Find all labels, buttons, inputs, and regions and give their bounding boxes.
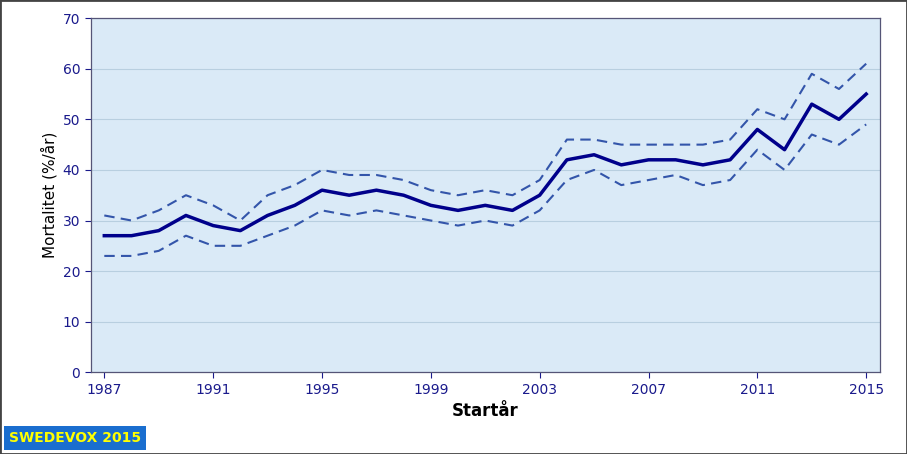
Y-axis label: Mortalitet (%/år): Mortalitet (%/år)	[41, 132, 57, 258]
Text: SWEDEVOX 2015: SWEDEVOX 2015	[9, 431, 141, 445]
X-axis label: Startår: Startår	[452, 402, 519, 420]
